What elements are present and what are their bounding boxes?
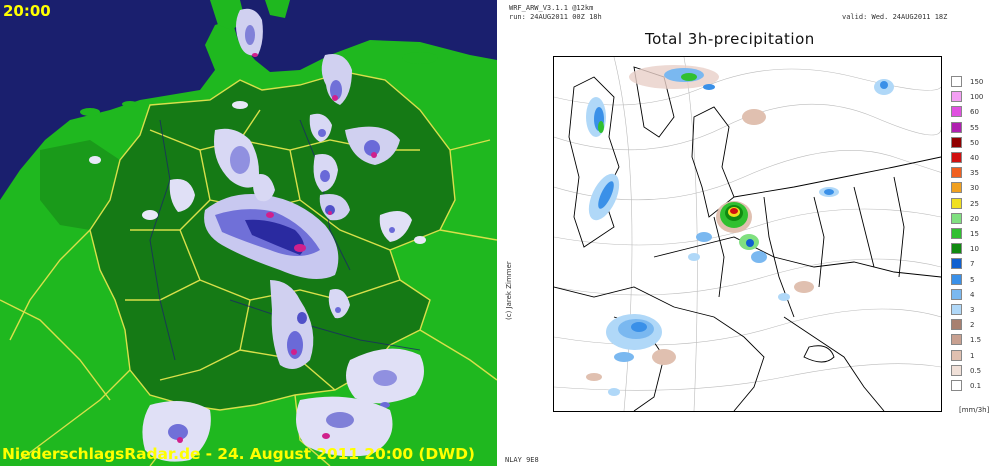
legend-entry: 30 — [951, 182, 979, 194]
legend-entry: 10 — [951, 243, 979, 255]
wrf-title: Total 3h-precipitation — [645, 30, 815, 48]
wrf-header-valid: valid: Wed. 24AUG2011 18Z — [842, 13, 948, 21]
legend-entry: 1 — [951, 349, 974, 361]
legend-entry: 2 — [951, 319, 974, 331]
radar-map-panel: 20:00 NiederschlagsRadar.de - 24. August… — [0, 0, 497, 466]
legend-swatch — [951, 167, 962, 179]
legend-unit: [mm/3h] — [959, 406, 990, 414]
legend-label: 15 — [970, 230, 979, 238]
legend-label: 0.1 — [970, 382, 982, 390]
legend-swatch — [951, 212, 962, 224]
legend-swatch — [951, 106, 962, 118]
legend-label: 55 — [970, 123, 979, 132]
legend-swatch — [951, 380, 962, 391]
wrf-header-model: WRF_ARW_V3.1.1 @12km — [509, 4, 594, 12]
legend-swatch — [951, 349, 962, 361]
pressure-contours — [554, 57, 941, 411]
legend-label: 7 — [970, 260, 975, 269]
legend-label: 35 — [970, 169, 979, 178]
legend-label: 25 — [970, 199, 979, 208]
legend-entry: 4 — [951, 288, 974, 300]
legend-swatch — [951, 364, 962, 376]
wrf-model-panel: WRF_ARW_V3.1.1 @12km run: 24AUG2011 00Z … — [503, 0, 1000, 466]
legend-entry: 100 — [951, 91, 983, 103]
legend-entry: 40 — [951, 152, 979, 163]
wrf-credit: (c) Jarek Zimmer — [505, 261, 513, 320]
radar-map-graphic — [0, 0, 497, 466]
coastlines — [554, 66, 941, 411]
precip-shading — [586, 65, 894, 396]
legend-swatch — [951, 319, 962, 331]
legend-entry: 20 — [951, 212, 979, 224]
legend-entry: 55 — [951, 121, 979, 133]
legend-swatch — [951, 273, 962, 285]
legend-swatch — [951, 136, 962, 148]
legend-entry: 7 — [951, 258, 974, 270]
legend-label: 4 — [970, 290, 975, 299]
legend-label: 100 — [970, 93, 984, 102]
radar-echoes — [89, 8, 426, 462]
legend-entry: 15 — [951, 228, 979, 239]
legend-label: 0.5 — [970, 366, 982, 375]
legend-entry: 5 — [951, 273, 974, 285]
legend-label: 1 — [970, 351, 975, 360]
legend-swatch — [951, 228, 962, 239]
legend-label: 50 — [970, 138, 979, 147]
legend-label: 5 — [970, 275, 975, 284]
legend-entry: 150 — [951, 76, 983, 87]
wrf-footer: NLAY 9E8 — [505, 456, 539, 464]
legend-swatch — [951, 304, 962, 315]
legend-entry: 3 — [951, 304, 974, 315]
legend-entry: 0.1 — [951, 380, 981, 391]
panel-divider — [497, 0, 503, 466]
legend-entry: 50 — [951, 136, 979, 148]
wrf-map-graphic — [554, 57, 941, 411]
legend-swatch — [951, 334, 962, 346]
legend-label: 40 — [970, 154, 979, 162]
legend-label: 3 — [970, 306, 975, 314]
legend-swatch — [951, 197, 962, 209]
legend-swatch — [951, 288, 962, 300]
legend-label: 10 — [970, 245, 979, 254]
legend-swatch — [951, 152, 962, 163]
legend-swatch — [951, 121, 962, 133]
legend-label: 60 — [970, 108, 979, 117]
radar-time-label: 20:00 — [3, 2, 51, 20]
legend-swatch — [951, 91, 962, 103]
radar-footer-caption: NiederschlagsRadar.de - 24. August 2011 … — [2, 445, 475, 463]
legend-swatch — [951, 258, 962, 270]
legend-label: 2 — [970, 321, 975, 330]
wrf-header-run: run: 24AUG2011 00Z 18h — [509, 13, 602, 21]
legend-entry: 25 — [951, 197, 979, 209]
legend-entry: 35 — [951, 167, 979, 179]
wrf-map-frame — [553, 56, 942, 412]
legend-swatch — [951, 243, 962, 255]
legend-swatch — [951, 182, 962, 194]
legend-entry: 0.5 — [951, 364, 981, 376]
legend-label: 20 — [970, 214, 979, 223]
legend-label: 30 — [970, 184, 979, 193]
legend-entry: 1.5 — [951, 334, 981, 346]
legend-label: 150 — [970, 78, 984, 86]
legend-entry: 60 — [951, 106, 979, 118]
legend-swatch — [951, 76, 962, 87]
legend-label: 1.5 — [970, 336, 982, 345]
